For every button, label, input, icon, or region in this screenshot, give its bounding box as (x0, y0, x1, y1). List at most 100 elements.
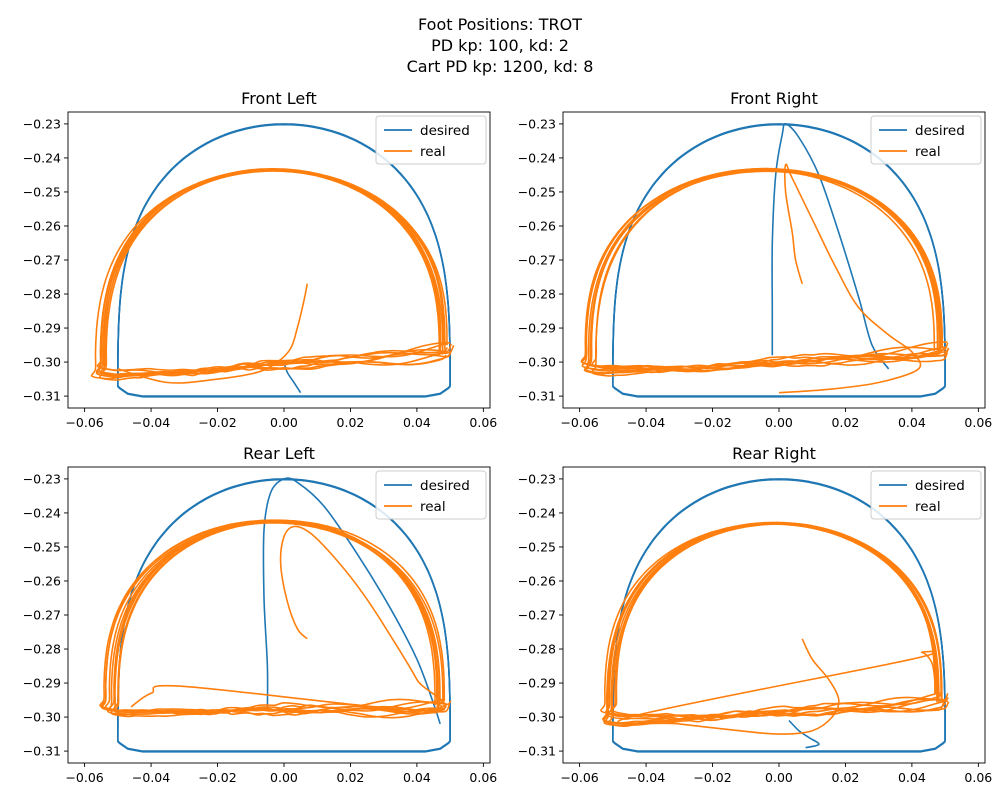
real-line (591, 168, 947, 377)
subplot-rear-right: Rear Right −0.06 −0.04 −0.02 0.00 0.02 0.04 0.0… (518, 444, 993, 785)
figure-title-line-1: Foot Positions: TROT (418, 15, 582, 34)
real-line (99, 170, 451, 381)
real-transient-line (778, 163, 922, 394)
real-line (110, 519, 445, 719)
x-tick-label: 0.04 (898, 770, 926, 785)
y-tick-label: −0.28 (23, 642, 61, 657)
axes-frame (67, 111, 491, 409)
subplot-front-left: Front Left −0.06 −0.04 −0.02 0.00 0.02 0.04 0.0… (23, 89, 498, 430)
axes-frame (562, 466, 986, 764)
real-line (101, 170, 447, 378)
real-line (604, 521, 947, 721)
axes-frame (67, 466, 491, 764)
legend-label-real: real (915, 499, 941, 515)
real-transient-line (130, 525, 447, 712)
real-line (113, 519, 452, 714)
legend-box (375, 115, 487, 165)
y-tick-label: −0.29 (518, 321, 556, 336)
real-line (96, 169, 451, 375)
subplot-title: Rear Right (732, 444, 816, 463)
x-tick-label: −0.04 (132, 415, 170, 430)
legend: desired real (375, 115, 487, 165)
legend-label-desired: desired (420, 123, 470, 139)
x-tick-label: −0.04 (627, 415, 665, 430)
x-tick-label: 0.04 (898, 415, 926, 430)
legend-label-desired: desired (420, 478, 470, 494)
x-tick-label: −0.06 (560, 770, 598, 785)
x-tick-label: 0.04 (403, 415, 431, 430)
y-tick-label: −0.29 (23, 676, 61, 691)
y-tick-label: −0.26 (23, 218, 61, 233)
desired-line (612, 123, 946, 397)
real-line (591, 168, 948, 373)
real-line (602, 522, 945, 724)
figure-title-line-2: PD kp: 100, kd: 2 (431, 36, 569, 55)
real-line (585, 168, 945, 374)
x-tick-label: 0.02 (337, 770, 365, 785)
y-tick-label: −0.31 (23, 389, 61, 404)
x-tick-label: 0.04 (403, 770, 431, 785)
y-tick-label: −0.31 (518, 744, 556, 759)
y-tick-label: −0.24 (23, 150, 61, 165)
plot-area (99, 477, 452, 753)
real-line (607, 521, 950, 728)
x-tick-label: 0.06 (964, 770, 992, 785)
x-tick-label: 0.02 (337, 415, 365, 430)
x-tick-label: 0.00 (270, 415, 298, 430)
real-line (611, 523, 949, 719)
legend-label-real: real (420, 499, 446, 515)
real-line (101, 521, 451, 716)
y-tick-label: −0.26 (518, 573, 556, 588)
y-tick-label: −0.25 (23, 184, 61, 199)
legend-label-real: real (420, 144, 446, 160)
x-tick-label: 0.00 (765, 415, 793, 430)
x-tick-label: 0.00 (765, 770, 793, 785)
y-tick-label: −0.24 (518, 150, 556, 165)
desired-transient-line (771, 123, 890, 370)
real-line (603, 522, 943, 727)
y-tick-label: −0.24 (518, 505, 556, 520)
real-line (98, 168, 452, 372)
y-tick-label: −0.28 (23, 287, 61, 302)
x-tick-label: −0.04 (132, 770, 170, 785)
y-tick-label: −0.26 (518, 218, 556, 233)
legend-label-desired: desired (915, 123, 965, 139)
plot-area (580, 123, 950, 398)
legend-label-desired: desired (915, 478, 965, 494)
y-tick-label: −0.30 (23, 355, 61, 370)
real-line (96, 168, 449, 376)
legend-box (870, 470, 982, 520)
x-tick-label: 0.02 (832, 415, 860, 430)
y-tick-label: −0.24 (23, 505, 61, 520)
real-transient-line (617, 638, 937, 735)
desired-transient-line (283, 361, 302, 394)
y-tick-label: −0.25 (23, 539, 61, 554)
x-tick-label: −0.06 (65, 770, 103, 785)
desired-line (612, 123, 946, 398)
real-line (100, 168, 447, 376)
real-transient-line (117, 283, 308, 384)
x-tick-label: 0.06 (469, 770, 497, 785)
y-tick-label: −0.29 (23, 321, 61, 336)
real-line (583, 169, 941, 375)
figure-title-line-3: Cart PD kp: 1200, kd: 8 (407, 57, 594, 76)
x-tick-label: 0.06 (469, 415, 497, 430)
y-tick-label: −0.27 (23, 253, 61, 268)
legend: desired real (375, 470, 487, 520)
y-tick-label: −0.23 (518, 116, 556, 131)
subplot-title: Front Right (730, 89, 818, 108)
y-tick-label: −0.30 (23, 710, 61, 725)
y-tick-label: −0.27 (518, 608, 556, 623)
y-tick-label: −0.30 (518, 710, 556, 725)
legend: desired real (870, 470, 982, 520)
legend: desired real (870, 115, 982, 165)
plot-area (90, 123, 455, 398)
y-tick-label: −0.28 (518, 287, 556, 302)
x-tick-label: 0.06 (964, 415, 992, 430)
subplot-front-right: Front Right −0.06 −0.04 −0.02 0.00 0.02 0.04 0.… (518, 89, 993, 430)
y-tick-label: −0.31 (23, 744, 61, 759)
y-tick-label: −0.27 (518, 253, 556, 268)
real-line (581, 168, 947, 370)
x-tick-label: −0.06 (560, 415, 598, 430)
